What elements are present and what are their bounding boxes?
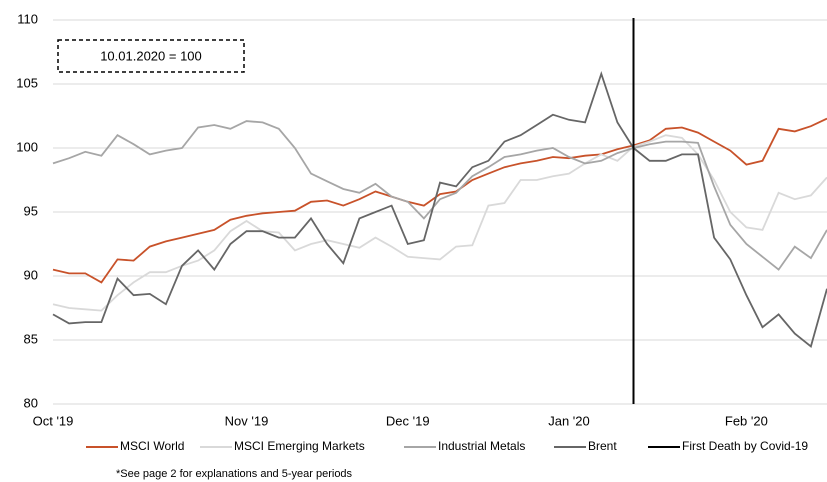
legend-label: Industrial Metals bbox=[438, 439, 525, 453]
legend-label: MSCI World bbox=[120, 439, 184, 453]
plot: 80 85 90 95 100 105 110 Oct '19 Nov '19 Dec '19 Ja… bbox=[16, 11, 827, 453]
line bbox=[52, 117, 827, 284]
x-tick-label: Jan '20 bbox=[548, 413, 590, 428]
x-tick-label: Nov '19 bbox=[225, 413, 269, 428]
line bbox=[52, 70, 827, 348]
y-tick-label: 105 bbox=[16, 75, 38, 90]
y-tick-label: 100 bbox=[16, 139, 38, 154]
footnote: *See page 2 for explanations and 5-year … bbox=[116, 468, 353, 480]
y-tick-label: 85 bbox=[24, 331, 38, 346]
y-tick-label: 95 bbox=[24, 203, 38, 218]
line bbox=[52, 120, 827, 271]
x-tick-label: Oct '19 bbox=[33, 413, 74, 428]
y-tick-label: 90 bbox=[24, 267, 38, 282]
x-tick-label: Dec '19 bbox=[386, 413, 430, 428]
y-tick-label: 80 bbox=[24, 395, 38, 410]
x-tick-label: Feb '20 bbox=[725, 413, 768, 428]
legend-label: First Death by Covid-19 bbox=[682, 439, 808, 453]
legend-label: Brent bbox=[588, 439, 617, 453]
y-tick-label: 110 bbox=[17, 11, 38, 26]
annotation-box bbox=[57, 39, 245, 73]
legend-label: MSCI Emerging Markets bbox=[234, 439, 365, 453]
annotation: 10.01.2020 = 100 bbox=[100, 48, 202, 63]
